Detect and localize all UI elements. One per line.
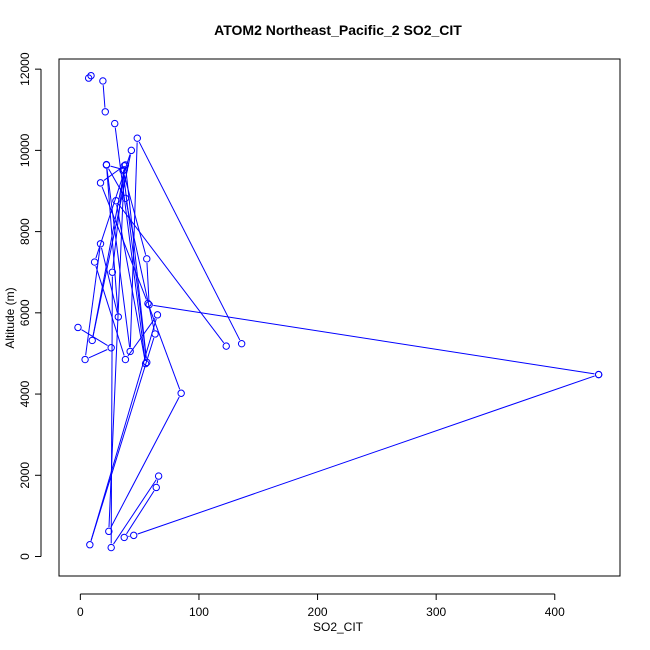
series-line-segment [125,202,155,330]
data-point [127,146,136,155]
series-line-segment [81,329,108,346]
data-point [105,527,113,536]
data-point [111,119,119,128]
data-point [154,472,163,480]
data-point [151,330,159,338]
plot-frame [58,58,621,577]
data-point [594,370,603,379]
series-line-segment [92,154,131,337]
data-point [90,258,99,266]
y-tick-label: 6000 [18,299,32,326]
series-line-segment [92,169,126,337]
chart-title: ATOM2 Northeast_Pacific_2 SO2_CIT [214,22,462,38]
data-point [143,255,151,263]
data-point [96,179,105,187]
data-point [112,197,120,205]
series-line-segment [146,262,150,301]
series-line-segment [110,276,113,544]
series-line-segment [90,337,155,541]
series-line-segment [116,204,146,360]
y-tick-label: 4000 [18,380,32,407]
data-point [133,134,141,142]
x-tick-label: 0 [77,605,84,619]
series-line-segment [106,168,131,348]
data-point [126,347,134,356]
data-point [141,359,150,368]
x-tick-label: 300 [426,605,446,619]
x-axis-label: SO2_CIT [313,620,364,634]
series-line-segment [113,479,157,545]
y-tick-label: 12000 [18,52,32,86]
data-point [99,77,107,85]
data-point [152,483,160,492]
series-line-segment [129,142,138,348]
data-point [130,531,138,540]
data-point [84,74,93,82]
series-line-segment [106,168,119,313]
data-point [101,108,109,116]
y-tick-label: 2000 [18,462,32,489]
data-point [102,160,111,169]
series-line-segment [101,186,147,300]
data-point [145,301,153,309]
data-point [107,344,115,352]
data-point [87,71,95,80]
series-line-segment [114,127,146,360]
y-tick-label: 8000 [18,218,32,245]
series-line-segment [88,349,108,359]
data-point [222,342,230,350]
data-point [144,299,152,308]
series-line-segment [123,174,147,359]
series-line-segment [148,307,181,390]
series-line-segment [95,265,125,356]
y-axis-label: Altitude (m) [3,287,17,348]
x-axis: 0 100 200 300 400 [77,593,565,619]
data-point [107,543,115,552]
series-line-segment [153,304,595,375]
data-point [121,194,130,203]
data-point [119,166,127,175]
series-line-segment [103,167,122,181]
x-tick-label: 100 [189,605,209,619]
x-tick-label: 400 [545,605,565,619]
series-line-segment [112,169,125,269]
series-line-segment [102,85,106,108]
series-line-segment [126,490,155,535]
data-point [237,339,246,348]
series-line-segment [137,375,595,535]
series-line-segment [110,396,180,528]
data-point [143,358,151,367]
series-line-segment [101,247,118,313]
data-point [108,268,117,276]
series-line-segment [110,165,121,170]
data-point [177,389,185,397]
y-axis: 0 2000 4000 6000 8000 10000 12000 [18,52,42,560]
series-line-segment [125,169,147,359]
series-line-segment [127,317,156,357]
series-line-segment [90,318,157,541]
data-point [114,313,123,321]
series-line-segment [156,480,159,484]
data-point [120,162,128,170]
data-point [96,240,105,248]
x-tick-label: 200 [308,605,328,619]
data-point [74,323,82,332]
series-line-segment [118,203,225,344]
series-line-segment [138,141,241,341]
data-point [81,355,89,364]
data-point [120,533,128,542]
y-tick-label: 10000 [18,133,32,167]
y-tick-label: 0 [18,553,32,560]
data-point [88,336,96,345]
series-layer [74,71,603,552]
data-point [153,311,162,319]
data-point [86,541,94,549]
series-line-segment [85,247,101,356]
data-point [121,355,130,364]
